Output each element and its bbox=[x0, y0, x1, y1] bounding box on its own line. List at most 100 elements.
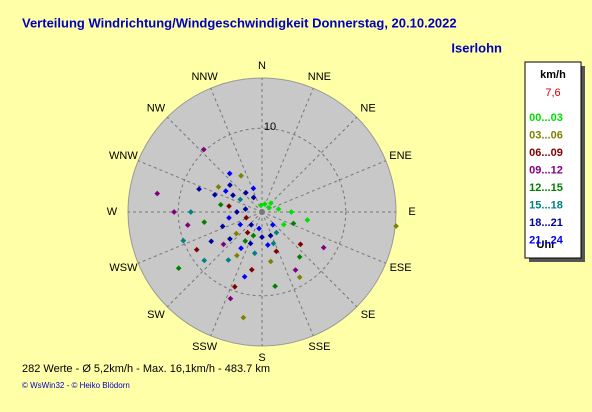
direction-label: ENE bbox=[389, 150, 412, 162]
point bbox=[237, 221, 244, 228]
legend-title: km/h bbox=[540, 69, 566, 81]
point bbox=[215, 184, 222, 190]
point bbox=[250, 232, 257, 239]
direction-line bbox=[166, 116, 263, 213]
point bbox=[270, 240, 277, 247]
direction-line bbox=[261, 116, 358, 213]
point bbox=[268, 200, 274, 206]
point bbox=[250, 194, 257, 201]
legend-entry: 15...18 bbox=[529, 199, 563, 211]
point bbox=[292, 267, 299, 273]
point bbox=[272, 283, 278, 290]
point bbox=[201, 257, 208, 264]
direction-line bbox=[166, 211, 263, 308]
direction-line bbox=[138, 160, 263, 213]
point bbox=[234, 252, 240, 259]
legend-value: 7,6 bbox=[545, 87, 560, 99]
location: Iserlohn bbox=[451, 40, 502, 55]
direction-label: SSE bbox=[308, 341, 330, 353]
legend-entry: 06...09 bbox=[529, 147, 563, 159]
direction-line bbox=[138, 211, 263, 264]
point bbox=[200, 146, 207, 153]
point bbox=[180, 237, 187, 244]
point bbox=[234, 209, 240, 215]
legend-entry: 00...03 bbox=[529, 112, 563, 124]
point bbox=[259, 234, 265, 240]
point bbox=[266, 204, 273, 211]
point bbox=[241, 273, 248, 280]
direction-label: WSW bbox=[109, 262, 138, 274]
direction-label: NW bbox=[147, 103, 166, 115]
point bbox=[248, 222, 255, 228]
direction-label: WNW bbox=[109, 150, 138, 162]
point bbox=[171, 209, 177, 215]
direction-label: ESE bbox=[390, 262, 412, 274]
point bbox=[227, 236, 233, 242]
direction-line bbox=[261, 211, 358, 308]
point bbox=[230, 192, 236, 199]
point bbox=[290, 220, 297, 227]
legend-box bbox=[524, 61, 582, 259]
point bbox=[226, 170, 233, 177]
direction-label: SE bbox=[361, 309, 376, 321]
r-tick-label: 10 bbox=[264, 121, 276, 133]
point bbox=[211, 191, 218, 198]
direction-line bbox=[261, 211, 386, 264]
footer: 282 Werte - Ø 5,2km/h - Max. 16,1km/h - … bbox=[22, 363, 270, 375]
point bbox=[250, 185, 257, 192]
point bbox=[275, 206, 282, 212]
point bbox=[187, 209, 194, 215]
point bbox=[227, 295, 234, 302]
point bbox=[244, 229, 251, 236]
point bbox=[219, 223, 226, 230]
point bbox=[233, 230, 240, 237]
grid-ring bbox=[177, 127, 347, 297]
legend-entry: 12...15 bbox=[529, 182, 563, 194]
point bbox=[267, 232, 274, 239]
direction-label: SW bbox=[147, 309, 165, 321]
point bbox=[240, 314, 247, 321]
point bbox=[248, 266, 255, 273]
direction-line bbox=[210, 211, 263, 336]
point bbox=[269, 222, 276, 228]
point bbox=[393, 223, 399, 229]
point bbox=[217, 201, 224, 208]
direction-label: SSW bbox=[192, 341, 218, 353]
legend-entry: 18...21 bbox=[529, 217, 563, 229]
chart-title: Verteilung Windrichtung/Windgeschwindigk… bbox=[22, 15, 457, 30]
point bbox=[184, 222, 191, 228]
point bbox=[258, 202, 264, 209]
point bbox=[226, 203, 232, 210]
legend-entry: 09...12 bbox=[529, 164, 563, 176]
direction-line bbox=[261, 211, 314, 336]
point bbox=[273, 229, 280, 236]
direction-label: E bbox=[408, 206, 415, 218]
direction-label: W bbox=[107, 206, 118, 218]
point bbox=[238, 172, 244, 179]
direction-line bbox=[210, 88, 263, 213]
point bbox=[196, 186, 202, 192]
point bbox=[238, 245, 244, 252]
point bbox=[320, 244, 327, 251]
point bbox=[256, 225, 262, 232]
point bbox=[208, 238, 215, 245]
point bbox=[226, 214, 232, 221]
legend-footer: Uhr bbox=[537, 239, 557, 251]
point bbox=[264, 242, 271, 248]
direction-label: S bbox=[258, 352, 265, 364]
point bbox=[280, 221, 287, 228]
point bbox=[304, 217, 311, 223]
point bbox=[201, 219, 208, 226]
point bbox=[273, 248, 280, 255]
point bbox=[251, 250, 258, 257]
credit: © WsWin32 - © Heiko Blödorn bbox=[22, 381, 130, 390]
legend-entry: 21...24 bbox=[529, 234, 564, 246]
direction-line bbox=[261, 88, 314, 213]
point bbox=[175, 265, 182, 272]
point bbox=[193, 246, 200, 253]
direction-label: NNW bbox=[191, 71, 218, 83]
point bbox=[297, 241, 304, 248]
point bbox=[154, 190, 161, 197]
point bbox=[237, 196, 244, 203]
